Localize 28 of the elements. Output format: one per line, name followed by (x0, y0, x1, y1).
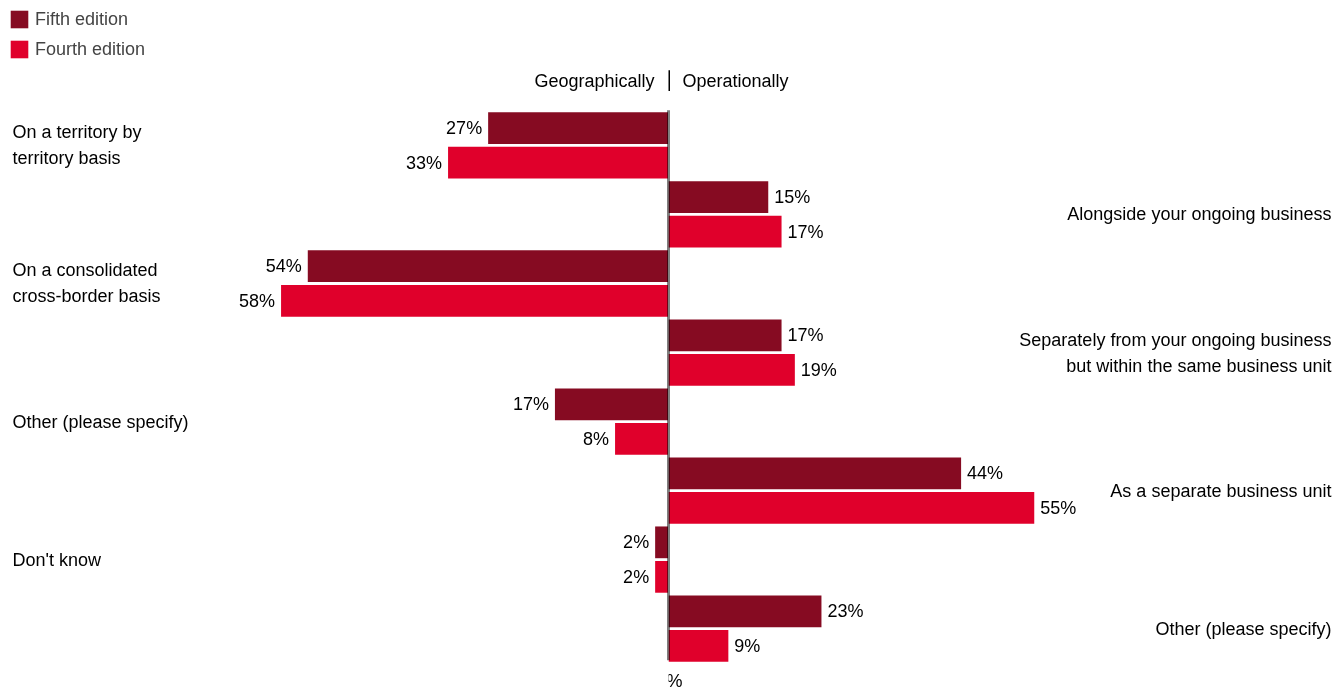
data-label: 8% (583, 428, 610, 449)
legend-label: Fifth edition (35, 8, 129, 30)
data-label: 17% (512, 394, 549, 415)
data-label: 17% (787, 221, 824, 242)
data-label: 44% (967, 463, 1004, 484)
data-label: 15% (774, 187, 811, 208)
data-label: 23% (827, 601, 864, 622)
data-label: 19% (800, 359, 837, 380)
data-label: 2% (623, 566, 650, 587)
data-label: 55% (1040, 497, 1077, 518)
data-label: 33% (406, 152, 443, 173)
category-label: Other (please specify) (1155, 618, 1332, 639)
category-label: On a territory by territory basis (12, 122, 142, 169)
data-label: 27% (446, 118, 483, 139)
data-label: 17% (787, 325, 824, 346)
legend-label: Fourth edition (35, 38, 146, 60)
data-label: 54% (265, 256, 302, 277)
data-label: 2% (623, 532, 650, 553)
category-label: Alongside your ongoing business (1067, 204, 1332, 225)
category-label: On a consolidated cross-border basis (12, 260, 161, 307)
category-label: Don't know (12, 549, 101, 570)
category-label: As a separate business unit (1110, 480, 1332, 501)
category-label: Other (please specify) (12, 411, 189, 432)
data-label: 58% (239, 290, 276, 311)
annotation: Geographically (534, 70, 655, 91)
data-label: 9% (734, 635, 761, 656)
category-label: Separately from your ongoing business but within the same business unit (1019, 329, 1332, 376)
text: Operationally (682, 70, 789, 91)
